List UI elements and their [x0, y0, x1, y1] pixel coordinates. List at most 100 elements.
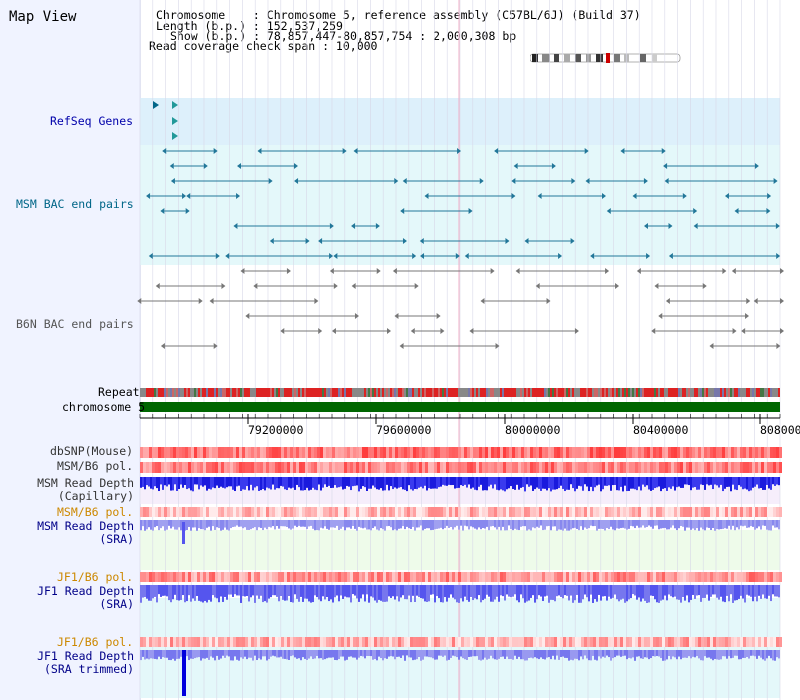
msm-depth-cap-bar	[766, 477, 768, 485]
msm-pol-cell	[527, 462, 530, 473]
track-label-column	[0, 0, 141, 700]
current-region-marker[interactable]	[606, 53, 610, 63]
msm-pol-cell	[455, 507, 458, 517]
jf1-depth-trim-bar	[300, 650, 302, 661]
msm-bac-end-marker	[551, 163, 556, 169]
msm-pol-cell	[758, 507, 761, 517]
repeat-element	[378, 388, 380, 397]
msm-pol-cell	[227, 507, 230, 517]
repeat-element	[356, 388, 358, 397]
jf1-pol-cell	[308, 637, 311, 647]
repeat-element	[544, 388, 546, 397]
dbsnp-cell	[386, 447, 389, 458]
jf1-b6-pol-label[interactable]: JF1/B6 pol.	[57, 570, 134, 584]
repeat-element	[524, 388, 526, 397]
jf1-depth-sra-bar	[168, 585, 170, 601]
jf1-depth-trim-bar	[484, 650, 486, 658]
jf1-pol-cell	[170, 572, 173, 582]
jf1-depth-sra-label[interactable]: JF1 Read Depth (SRA)	[37, 584, 134, 611]
repeat-element	[666, 388, 668, 397]
chromosome-ideogram[interactable]	[530, 53, 682, 63]
jf1-depth-trim-bar	[674, 650, 676, 658]
refseq-gene-marker[interactable]	[153, 101, 159, 109]
msm-pol-cell	[155, 462, 158, 473]
msm-b6-pol-label-2[interactable]: MSM/B6 pol.	[57, 505, 134, 519]
msm-pol-cell	[536, 507, 539, 517]
msm-bac-end-marker	[494, 148, 499, 154]
msm-pol-cell	[230, 462, 233, 473]
refseq-genes-label[interactable]: RefSeq Genes	[50, 114, 134, 128]
jf1-pol-cell	[488, 572, 491, 582]
jf1-depth-trim-bar	[412, 650, 414, 661]
refseq-gene-marker[interactable]	[172, 101, 178, 109]
jf1-pol-cell	[566, 637, 569, 647]
msm-depth-cap-bar	[144, 477, 146, 490]
msm-pol-cell	[518, 462, 521, 473]
jf1-depth-trim-bar	[200, 650, 202, 661]
repeat-element	[352, 388, 354, 397]
b6n-bac-label[interactable]: B6N BAC end pairs	[16, 317, 134, 331]
repeat-element	[286, 388, 288, 397]
msm-pol-cell	[191, 507, 194, 517]
jf1-pol-cell	[233, 572, 236, 582]
dbsnp-cell	[485, 447, 488, 458]
msm-pol-cell	[737, 462, 740, 473]
jf1-depth-trimmed-label[interactable]: JF1 Read Depth (SRA trimmed)	[37, 649, 134, 676]
jf1-depth-sra-bar	[724, 585, 726, 603]
repeat-element	[394, 388, 396, 397]
msm-depth-sra-bar	[708, 520, 710, 528]
msm-depth-cap-bar	[406, 477, 408, 492]
jf1-depth-sra-bar	[562, 585, 564, 599]
dbsnp-cell	[188, 447, 191, 458]
msm-depth-sra-bar	[526, 520, 528, 531]
msm-bac-label[interactable]: MSM BAC end pairs	[16, 197, 134, 211]
jf1-pol-cell	[776, 572, 779, 582]
msm-pol-cell	[464, 507, 467, 517]
chromosome-bar[interactable]	[140, 402, 780, 412]
jf1-pol-cell	[248, 572, 251, 582]
msm-pol-cell	[491, 462, 494, 473]
jf1-depth-trim-bar	[322, 650, 324, 660]
msm-pol-cell	[398, 462, 401, 473]
msm-depth-cap-bar	[504, 477, 506, 492]
jf1-depth-sra-bar	[176, 585, 178, 601]
msm-pol-cell	[383, 507, 386, 517]
msm-pol-cell	[287, 462, 290, 473]
msm-depth-cap-bar	[570, 477, 572, 485]
jf1-depth-sra-bar	[568, 585, 570, 601]
dbsnp-cell	[266, 447, 269, 458]
msm-pol-cell	[710, 462, 713, 473]
jf1-pol-cell	[431, 637, 434, 647]
msm-bac-end-marker	[169, 163, 174, 169]
refseq-gene-marker[interactable]	[172, 132, 178, 140]
jf1-depth-trim-bar	[750, 650, 752, 656]
jf1-depth-sra-bar	[280, 585, 282, 597]
jf1-pol-cell	[260, 637, 263, 647]
msm-b6-pol-label[interactable]: MSM/B6 pol.	[57, 459, 134, 473]
msm-pol-cell	[149, 507, 152, 517]
msm-depth-cap-bar	[678, 477, 680, 487]
repeat-element	[206, 388, 208, 397]
repeat-element	[292, 388, 294, 397]
repeat-element	[276, 388, 278, 397]
msm-depth-cap-bar	[722, 477, 724, 492]
jf1-depth-sra-bar	[460, 585, 462, 599]
msm-depth-sra-bar	[476, 520, 478, 530]
msm-depth-cap-bar	[288, 477, 290, 488]
jf1-pol-cell	[395, 637, 398, 647]
msm-depth-sra-label[interactable]: MSM Read Depth (SRA)	[37, 519, 134, 546]
jf1-pol-cell	[722, 572, 725, 582]
jf1-pol-cell	[242, 637, 245, 647]
msm-depth-sra-bar	[778, 520, 780, 530]
msm-depth-cap-bar	[520, 477, 522, 488]
jf1-b6-pol-label-2[interactable]: JF1/B6 pol.	[57, 635, 134, 649]
refseq-gene-marker[interactable]	[172, 117, 178, 125]
jf1-pol-cell	[374, 572, 377, 582]
dbsnp-cell	[467, 447, 470, 458]
jf1-pol-cell	[656, 637, 659, 647]
msm-depth-cap-bar	[698, 477, 700, 490]
msm-depth-capillary-label[interactable]: MSM Read Depth (Capillary)	[37, 476, 134, 503]
jf1-pol-cell	[239, 637, 242, 647]
dbsnp-label[interactable]: dbSNP(Mouse)	[50, 444, 134, 458]
